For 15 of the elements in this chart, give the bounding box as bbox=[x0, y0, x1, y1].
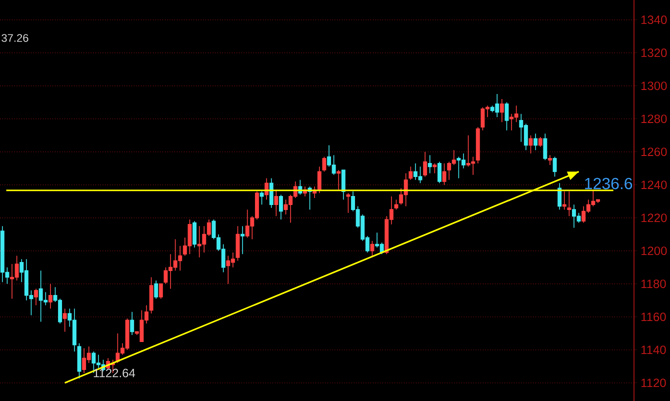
y-tick-label: 1240 bbox=[641, 180, 667, 190]
y-tick-label: 1300 bbox=[641, 82, 667, 90]
y-tick-label: 1340 bbox=[641, 16, 667, 24]
y-tick-label: 1140 bbox=[641, 346, 666, 354]
ref-line-label: 1236.6 bbox=[585, 178, 632, 190]
y-tick-label: 1220 bbox=[641, 214, 667, 222]
y-tick-label: 1160 bbox=[641, 312, 666, 322]
annotation: 1122.64 bbox=[94, 368, 136, 378]
y-tick-label: 1280 bbox=[641, 114, 667, 124]
y-tick-label: 1320 bbox=[641, 48, 667, 58]
y-tick-label: 1200 bbox=[641, 246, 667, 256]
y-tick-label: 1120 bbox=[641, 378, 666, 388]
y-tick-label: 1180 bbox=[641, 280, 666, 288]
y-tick-label: 1260 bbox=[641, 148, 667, 156]
annotation: 37.26 bbox=[2, 34, 28, 42]
